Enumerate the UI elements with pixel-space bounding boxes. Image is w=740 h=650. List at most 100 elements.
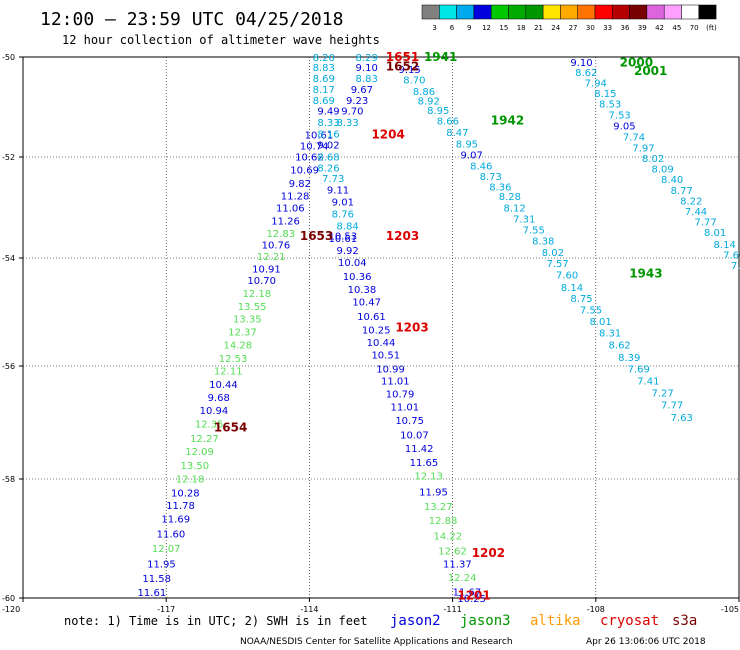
wave-height-value: 7.74 (623, 133, 645, 144)
wave-height-value: 11.69 (161, 514, 190, 525)
legend-label: 36 (620, 24, 629, 32)
wave-height-value: 7.6 (731, 261, 740, 272)
legend-label: 18 (517, 24, 526, 32)
page-subtitle: 12 hour collection of altimeter wave hei… (62, 33, 380, 47)
legend-label: 39 (638, 24, 647, 32)
wave-height-value: 10.28 (171, 489, 200, 500)
color-scale-legend: 3 6 9 12 15 18 21 24 27 30 33 36 39 42 45 70 (ft) (421, 4, 717, 32)
track-pass-1654: 11.61 11.58 11.95 12.07 11.60 11.69 11.7810.28… (138, 131, 334, 600)
wave-height-value: 7.31 (513, 215, 535, 226)
wave-height-value: 8.01 (704, 228, 726, 239)
wave-height-value: 14.22 (434, 532, 463, 543)
wave-height-value: 11.67 (453, 587, 482, 598)
wave-height-value: 9.82 (289, 179, 311, 190)
lon-tick-label: -117 (157, 605, 175, 614)
wave-height-value: 8.68 (317, 153, 339, 164)
legend-swatch (490, 4, 509, 20)
wave-height-value: 10.79 (386, 390, 415, 401)
wave-height-value: 9.10 (356, 63, 378, 74)
legend-label: 21 (534, 24, 543, 32)
legend-swatch (542, 4, 561, 20)
lat-tick-label: -52 (2, 153, 15, 162)
wave-height-value: 9.02 (317, 141, 339, 152)
legend-label: 30 (586, 24, 595, 32)
wave-height-value: 7.97 (632, 144, 654, 155)
legend-swatch (421, 4, 440, 20)
wave-height-value: 8.15 (594, 89, 616, 100)
wave-height-value: 8.84 (336, 222, 358, 233)
wave-height-value: 10.76 (262, 240, 291, 251)
units-note: note: 1) Time is in UTC; 2) SWH is in fe… (64, 614, 367, 628)
wave-height-value: 8.69 (313, 96, 335, 107)
legend-jason2: jason2 (390, 613, 441, 629)
pass-time-label: 2000 (620, 56, 653, 70)
wave-height-value: 11.42 (405, 444, 434, 455)
wave-height-value: 8.26 (317, 164, 339, 175)
legend-label: 6 (450, 24, 455, 32)
wave-height-value: 8.62 (609, 340, 631, 351)
legend-swatch (439, 4, 457, 20)
wave-height-value: 8.92 (418, 97, 440, 108)
legend-label: 9 (467, 24, 471, 32)
page-title: 12:00 — 23:59 UTC 04/25/2018 (40, 9, 343, 30)
legend-label: 24 (551, 24, 560, 32)
wave-height-value: 8.12 (504, 204, 526, 215)
wave-height-value: 7.73 (322, 174, 344, 185)
legend-swatch (560, 4, 578, 20)
legend-label: 45 (672, 24, 681, 32)
wave-height-value: 8.83 (356, 74, 378, 85)
wave-height-value: 9.07 (461, 151, 483, 162)
wave-height-value: 8.14 (561, 283, 583, 294)
lon-tick-label: -108 (587, 605, 605, 614)
legend-swatch (594, 4, 613, 20)
wave-height-value: 10.61 (357, 312, 386, 323)
pass-time-label: 1942 (491, 114, 524, 128)
wave-height-value: 8.09 (651, 165, 673, 176)
wave-height-value: 8.47 (446, 128, 468, 139)
lon-tick-label: -120 (2, 605, 20, 614)
wave-height-value: 11.58 (142, 574, 171, 585)
legend-swatch (525, 4, 544, 20)
wave-height-value: 9.67 (351, 85, 373, 96)
wave-height-value: 10.25 (362, 325, 391, 336)
wave-height-value: 8.62 (575, 68, 597, 79)
track-pass-1652: 8.299.108.839.679.239.708.33 (336, 53, 377, 129)
wave-height-value: 8.95 (456, 140, 478, 151)
wave-height-value: 11.28 (281, 191, 310, 202)
wave-height-value: 10.25 (457, 594, 486, 605)
legend-swatch (698, 4, 717, 20)
wave-height-value: 10.62 (295, 153, 324, 164)
wave-height-value: 12.37 (228, 327, 257, 338)
wave-height-value: 10.04 (338, 258, 367, 269)
wave-height-value: 8.22 (680, 196, 702, 207)
lon-tick-label: -114 (300, 605, 318, 614)
wave-height-value: 14.28 (223, 340, 252, 351)
wave-height-value: 7.63 (671, 413, 693, 424)
wave-height-value: 12.11 (214, 367, 243, 378)
wave-height-value: 9.70 (341, 107, 363, 118)
wave-height-value: 11.95 (419, 487, 448, 498)
wave-height-value: 8.36 (489, 182, 511, 193)
pass-time-label: 1202 (472, 546, 505, 560)
wave-height-value: 11.65 (410, 458, 439, 469)
legend-altika: altika (530, 613, 581, 629)
wave-height-readings: 11.61 11.58 11.95 12.07 11.60 11.69 11.7810.28… (138, 53, 740, 605)
wave-height-value: 13.27 (424, 502, 453, 513)
pass-time-label: 1652 (386, 60, 419, 74)
legend-jason3: jason3 (460, 613, 511, 629)
wave-height-value: 8.76 (332, 210, 354, 221)
wave-height-value: 13.55 (238, 302, 267, 313)
wave-height-value: 12.18 (176, 474, 205, 485)
wave-height-value: 8.95 (427, 106, 449, 117)
wave-height-value: 8.20 (313, 53, 335, 64)
wave-height-value: 11.01 (381, 377, 410, 388)
wave-height-value: 10.74 (300, 142, 329, 153)
legend-s3a: s3a (672, 613, 697, 629)
wave-height-value: 9.15 (399, 65, 421, 76)
wave-height-value: 7.55 (580, 305, 602, 316)
wave-height-value: 12.27 (190, 434, 219, 445)
credit-line: NOAA/NESDIS Center for Satellite Applica… (240, 637, 513, 647)
wave-height-value: 8.31 (599, 329, 621, 340)
wave-height-value: 12.83 (266, 229, 295, 240)
